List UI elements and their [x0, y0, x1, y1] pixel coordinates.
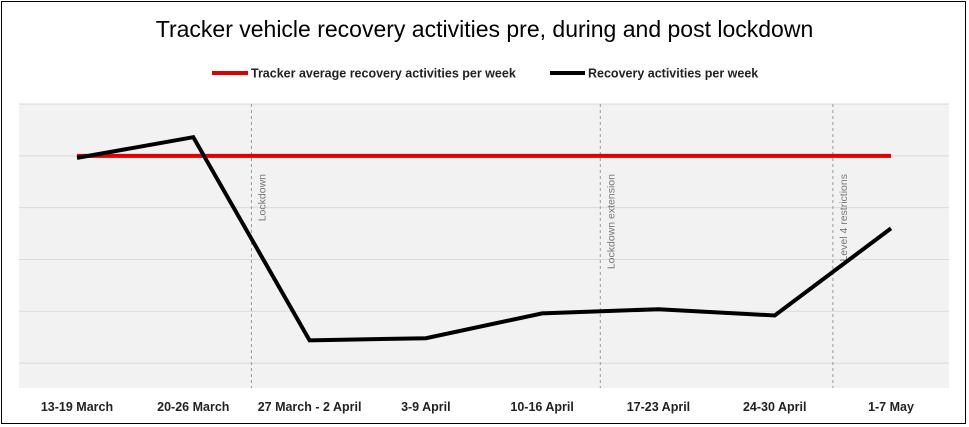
- legend-label-tracker-average: Tracker average recovery activities per …: [251, 67, 516, 81]
- chart-title: Tracker vehicle recovery activities pre,…: [155, 16, 814, 42]
- series-line-1: [76, 134, 893, 343]
- annotation-label: Lockdown: [256, 174, 268, 221]
- x-tick-label: 10-16 April: [510, 400, 573, 414]
- x-tick-label: 24-30 April: [743, 400, 806, 414]
- plot-area: [19, 104, 949, 388]
- annotation-label: Lockdown extension: [605, 174, 617, 269]
- annotation-label: Level 4 restrictions: [838, 174, 850, 262]
- x-tick-label: 13-19 March: [41, 400, 113, 414]
- x-tick-label: 17-23 April: [627, 400, 690, 414]
- x-tick-label: 27 March - 2 April: [258, 400, 362, 414]
- x-tick-label: 20-26 March: [157, 400, 229, 414]
- series-lines: [76, 134, 893, 343]
- legend-label-recovery-activities: Recovery activities per week: [588, 67, 758, 81]
- legend: Tracker average recovery activities per …: [212, 67, 758, 81]
- x-axis-ticks: 13-19 March 20-26 March 27 March - 2 April…: [41, 400, 914, 414]
- annotations: Lockdown Lockdown extension Level 4 restri…: [250, 104, 850, 388]
- x-tick-label: 3-9 April: [401, 400, 451, 414]
- x-tick-label: 1-7 May: [868, 400, 914, 414]
